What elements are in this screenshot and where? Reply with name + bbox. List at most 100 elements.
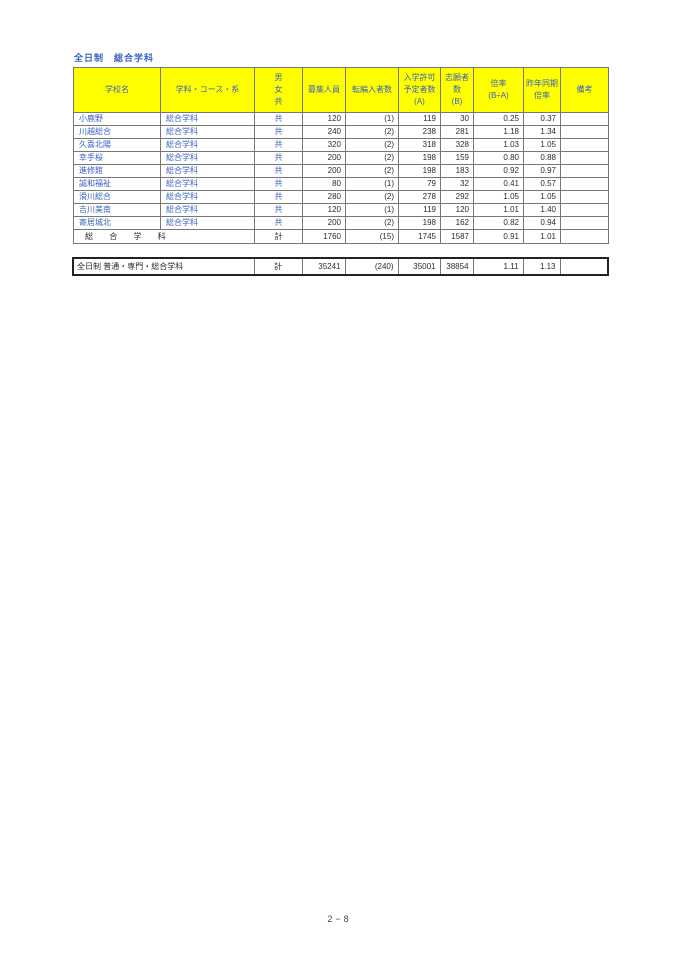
col-header-ratio: 倍率 (B÷A) xyxy=(473,67,524,113)
applicants-total-cell: 1587 xyxy=(440,229,474,244)
capacity-cell: 80 xyxy=(302,177,346,191)
applicants-cell: 281 xyxy=(440,125,474,139)
transfer-cell: (2) xyxy=(345,164,399,178)
grand-total-table: 全日制 普通・専門・総合学科 計 35241 (240) 35001 38854… xyxy=(72,257,610,276)
applicants-cell: 159 xyxy=(440,151,474,165)
school-name-cell: 川越総合 xyxy=(73,125,161,139)
applicants-cell: 120 xyxy=(440,203,474,217)
transfer-grand-cell: (240) xyxy=(344,257,399,276)
last-year-cell: 0.57 xyxy=(523,177,561,191)
capacity-cell: 200 xyxy=(302,216,346,230)
course-cell: 総合学科 xyxy=(160,203,255,217)
ratio-cell: 0.80 xyxy=(473,151,524,165)
remarks-cell xyxy=(560,151,609,165)
capacity-cell: 120 xyxy=(302,203,346,217)
table-row: 寄居城北 総合学科 共 200 (2) 198 162 0.82 0.94 xyxy=(73,216,609,230)
remarks-cell xyxy=(560,138,609,152)
sex-cell: 共 xyxy=(254,151,303,165)
planned-cell: 198 xyxy=(398,151,441,165)
transfer-total-cell: (15) xyxy=(345,229,399,244)
remarks-cell xyxy=(560,216,609,230)
transfer-cell: (1) xyxy=(345,112,399,126)
col-header-planned: 入学許可 予定者数 (A) xyxy=(398,67,441,113)
sex-cell: 共 xyxy=(254,203,303,217)
course-cell: 総合学科 xyxy=(160,216,255,230)
remarks-cell xyxy=(560,164,609,178)
ratio-cell: 1.03 xyxy=(473,138,524,152)
applicants-grand-cell: 38854 xyxy=(439,257,474,276)
applicants-cell: 162 xyxy=(440,216,474,230)
ratio-cell: 0.41 xyxy=(473,177,524,191)
main-table-container: 学校名 学科・コース・系 男 女 共 募集人員 転編入者数 入学許可 予定者数 … xyxy=(73,67,609,244)
course-cell: 総合学科 xyxy=(160,177,255,191)
page-title: 全日制 総合学科 xyxy=(74,53,155,63)
table-row: 滑川総合 総合学科 共 280 (2) 278 292 1.05 1.05 xyxy=(73,190,609,204)
planned-cell: 318 xyxy=(398,138,441,152)
last-year-cell: 0.94 xyxy=(523,216,561,230)
course-cell: 総合学科 xyxy=(160,125,255,139)
planned-grand-cell: 35001 xyxy=(397,257,441,276)
ratio-cell: 1.05 xyxy=(473,190,524,204)
grand-total-table-container: 全日制 普通・専門・総合学科 計 35241 (240) 35001 38854… xyxy=(72,257,610,276)
applicants-cell: 30 xyxy=(440,112,474,126)
capacity-cell: 120 xyxy=(302,112,346,126)
planned-cell: 198 xyxy=(398,164,441,178)
remarks-cell xyxy=(560,190,609,204)
school-name-cell: 滑川総合 xyxy=(73,190,161,204)
last-year-cell: 1.34 xyxy=(523,125,561,139)
applicants-cell: 328 xyxy=(440,138,474,152)
sex-cell: 共 xyxy=(254,164,303,178)
col-header-sex: 男 女 共 xyxy=(254,67,303,113)
transfer-cell: (2) xyxy=(345,125,399,139)
school-name-cell: 久喜北陽 xyxy=(73,138,161,152)
capacity-cell: 240 xyxy=(302,125,346,139)
grand-total-label-cell: 全日制 普通・専門・総合学科 xyxy=(72,257,255,276)
course-cell: 総合学科 xyxy=(160,138,255,152)
remarks-cell xyxy=(560,125,609,139)
subtotal-label-cell: 総 合 学 科 xyxy=(73,229,255,244)
course-cell: 総合学科 xyxy=(160,112,255,126)
planned-cell: 79 xyxy=(398,177,441,191)
results-table: 学校名 学科・コース・系 男 女 共 募集人員 転編入者数 入学許可 予定者数 … xyxy=(73,67,609,244)
transfer-cell: (2) xyxy=(345,151,399,165)
transfer-cell: (2) xyxy=(345,216,399,230)
grand-total-row: 全日制 普通・専門・総合学科 計 35241 (240) 35001 38854… xyxy=(72,257,609,276)
last-year-grand-cell: 1.13 xyxy=(522,257,561,276)
planned-cell: 238 xyxy=(398,125,441,139)
course-cell: 総合学科 xyxy=(160,151,255,165)
school-name-cell: 進修館 xyxy=(73,164,161,178)
transfer-cell: (1) xyxy=(345,177,399,191)
planned-total-cell: 1745 xyxy=(398,229,441,244)
col-header-applicants: 志願者 数 (B) xyxy=(440,67,474,113)
transfer-cell: (2) xyxy=(345,190,399,204)
table-row: 小鹿野 総合学科 共 120 (1) 119 30 0.25 0.37 xyxy=(73,112,609,126)
subtotal-row: 総 合 学 科 計 1760 (15) 1745 1587 0.91 1.01 xyxy=(73,229,609,244)
course-cell: 総合学科 xyxy=(160,190,255,204)
applicants-cell: 292 xyxy=(440,190,474,204)
table-row: 吉川美南 総合学科 共 120 (1) 119 120 1.01 1.40 xyxy=(73,203,609,217)
remarks-cell xyxy=(560,177,609,191)
kei-cell: 計 xyxy=(254,229,303,244)
applicants-cell: 183 xyxy=(440,164,474,178)
capacity-cell: 280 xyxy=(302,190,346,204)
sex-cell: 共 xyxy=(254,216,303,230)
capacity-total-cell: 1760 xyxy=(302,229,346,244)
page-number: 2−8 xyxy=(327,914,352,924)
ratio-cell: 0.92 xyxy=(473,164,524,178)
last-year-total-cell: 1.01 xyxy=(523,229,561,244)
ratio-cell: 0.25 xyxy=(473,112,524,126)
table-row: 久喜北陽 総合学科 共 320 (2) 318 328 1.03 1.05 xyxy=(73,138,609,152)
col-header-remarks: 備考 xyxy=(560,67,609,113)
capacity-cell: 200 xyxy=(302,164,346,178)
remarks-cell xyxy=(560,112,609,126)
sex-cell: 共 xyxy=(254,177,303,191)
planned-cell: 198 xyxy=(398,216,441,230)
school-name-cell: 小鹿野 xyxy=(73,112,161,126)
table-row: 幸手桜 総合学科 共 200 (2) 198 159 0.80 0.88 xyxy=(73,151,609,165)
ratio-total-cell: 0.91 xyxy=(473,229,524,244)
ratio-cell: 1.18 xyxy=(473,125,524,139)
col-header-transfer: 転編入者数 xyxy=(345,67,399,113)
sex-cell: 共 xyxy=(254,125,303,139)
ratio-grand-cell: 1.11 xyxy=(472,257,524,276)
